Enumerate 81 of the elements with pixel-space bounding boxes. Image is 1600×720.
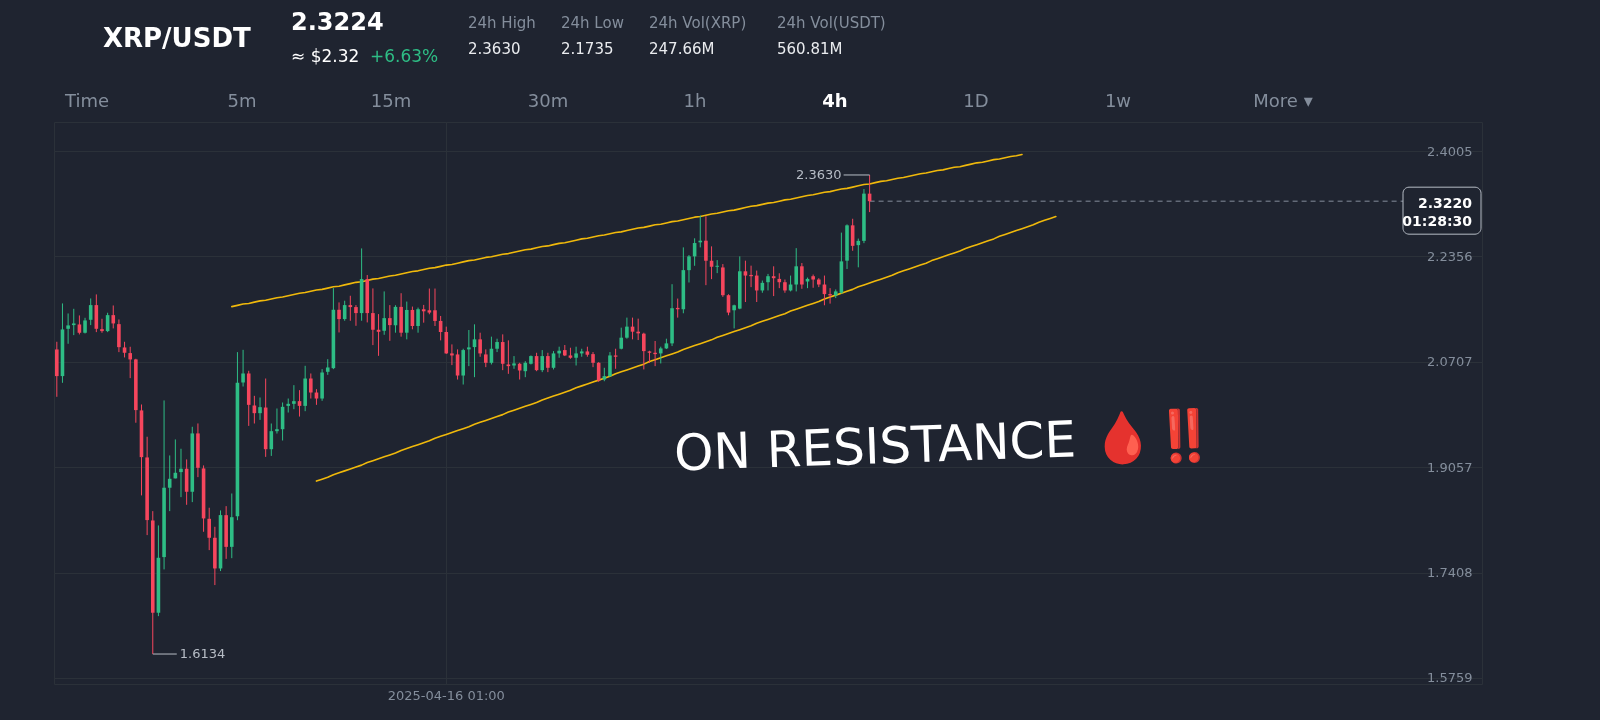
candlestick [613,348,618,370]
text: +6.63% [370,46,439,66]
candlestick [111,304,116,329]
text: 1h [683,90,707,111]
candlestick [444,326,449,355]
candlestick [625,317,629,340]
text: 24h Vol(USDT) [777,14,886,32]
candlestick [404,301,409,340]
candlestick [167,454,172,512]
text: 2.1735 [561,40,614,58]
ref-line-label: 2.3220 [1417,195,1473,212]
annotation: 01:28:30 [1402,213,1473,230]
text: 30m [527,90,569,111]
annotation: 1.6134 [179,646,226,662]
line-series [230,153,1023,308]
text: 4h [822,90,848,111]
text: 1w [1104,90,1132,111]
candlestick [427,288,432,315]
candlestick [128,346,132,379]
candlestick [642,332,646,370]
candlestick [704,215,708,286]
candlestick [258,397,262,421]
candlestick [241,349,245,388]
text: ≈ $2.32 [291,46,360,66]
text: 5m [227,90,257,111]
candlestick [388,304,392,342]
text: 2.3224 [291,8,384,36]
candlestick [500,333,505,371]
text: 15m [370,90,412,111]
candlestick [766,273,770,291]
candlestick [309,372,313,400]
candlestick [574,346,578,366]
text: 560.81M [777,40,843,58]
candlestick [100,318,104,334]
candlestick [292,384,296,410]
candlestick [467,329,471,367]
candlestick [495,338,499,353]
text: Time [63,90,110,111]
candlestick [71,308,76,336]
chart-title: XRP/USDT [103,23,252,53]
candlestick [478,332,482,358]
x-tick-label: 2025-04-16 01:00 [387,687,505,703]
y-tick-label: 1.9057 [1427,459,1473,475]
candlestick [433,288,437,327]
text: 24h Vol(XRP) [649,14,747,32]
text: 1D [963,90,989,111]
candlestick [179,448,183,498]
y-tick-label: 2.2356 [1427,248,1473,264]
y-tick-label: 1.7408 [1427,565,1473,581]
candlestick [382,290,386,336]
candlestick [743,260,748,303]
y-tick-label: 1.5759 [1427,670,1473,686]
candlestick [687,254,691,283]
candlestick [371,287,375,346]
candlestick [546,352,550,373]
candlestick [77,314,82,335]
candlestick [66,312,70,345]
candlestick [354,304,358,327]
candlestick [800,262,804,290]
text: 2.3630 [468,40,521,58]
text: 24h Low [561,14,624,32]
candlestick [117,318,121,353]
candlestick [608,351,612,378]
candlestick [275,408,279,435]
annotation: 2.3630 [796,166,842,182]
candlestick [754,270,759,303]
text: More ▾ [1253,90,1313,111]
candlestick [450,343,454,366]
y-tick-label: 2.4005 [1427,143,1473,159]
candlestick [540,349,545,373]
candlestick [512,355,516,370]
candlestick [337,301,341,333]
candlestick [715,259,719,274]
y-tick-label: 2.0707 [1427,354,1473,370]
text: 247.66M [649,40,715,58]
text: 24h High [468,14,536,32]
annotation: ON RESISTANCE 🩸‼ [673,405,1217,483]
candlestick [416,307,420,334]
candlestick [207,507,212,551]
candlestick [506,339,511,375]
candlestick [794,247,799,292]
